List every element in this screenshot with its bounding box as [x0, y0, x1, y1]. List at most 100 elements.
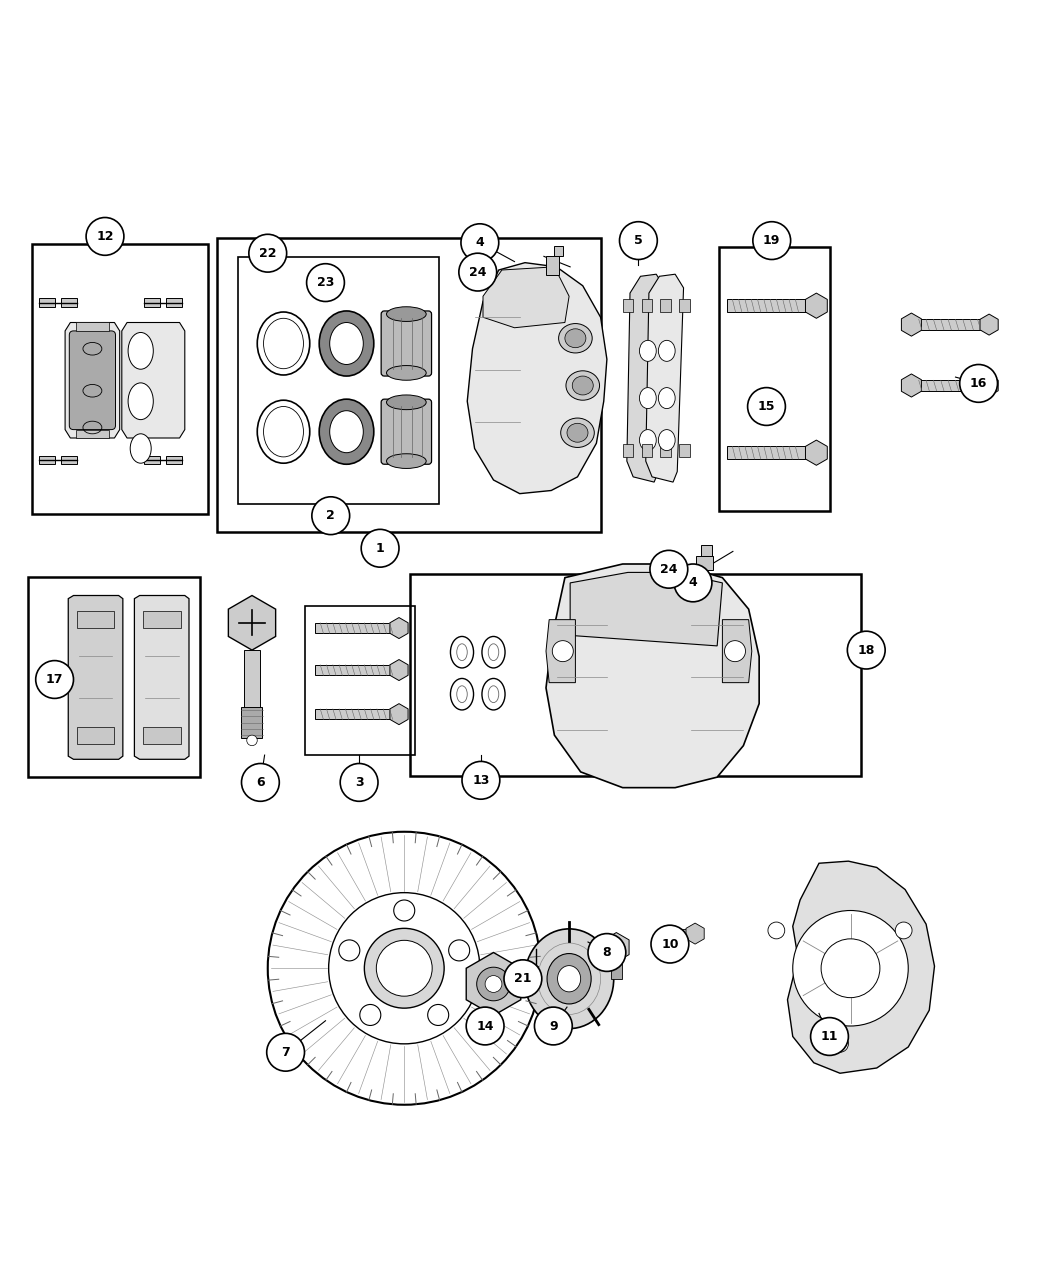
- Circle shape: [360, 1005, 381, 1025]
- Bar: [679, 444, 690, 456]
- Bar: [315, 709, 399, 719]
- Polygon shape: [788, 861, 934, 1074]
- Bar: [144, 456, 160, 464]
- Bar: [217, 238, 601, 533]
- Bar: [39, 456, 55, 464]
- Ellipse shape: [330, 411, 363, 453]
- Text: 4: 4: [476, 236, 484, 249]
- Bar: [143, 611, 181, 629]
- Ellipse shape: [639, 388, 656, 408]
- Polygon shape: [483, 266, 569, 328]
- Circle shape: [485, 975, 502, 992]
- Polygon shape: [122, 323, 185, 439]
- Bar: [623, 444, 633, 456]
- Bar: [554, 246, 563, 256]
- Text: 23: 23: [317, 277, 334, 289]
- Circle shape: [724, 640, 746, 662]
- Bar: [660, 300, 671, 312]
- Bar: [76, 430, 109, 439]
- Polygon shape: [65, 323, 120, 439]
- Bar: [664, 929, 691, 938]
- Circle shape: [620, 222, 657, 260]
- Circle shape: [267, 1033, 304, 1071]
- Text: 4: 4: [689, 576, 697, 589]
- Text: 11: 11: [821, 1030, 838, 1043]
- Ellipse shape: [639, 430, 656, 450]
- Circle shape: [427, 1005, 448, 1025]
- Ellipse shape: [547, 954, 591, 1003]
- Bar: [28, 576, 200, 778]
- Polygon shape: [467, 263, 607, 493]
- Polygon shape: [68, 595, 123, 760]
- Bar: [315, 664, 399, 676]
- Bar: [304, 606, 415, 755]
- Text: 24: 24: [469, 265, 486, 279]
- Ellipse shape: [386, 366, 426, 380]
- Circle shape: [462, 761, 500, 799]
- Circle shape: [247, 736, 257, 746]
- Text: 24: 24: [660, 562, 677, 576]
- Circle shape: [339, 940, 360, 961]
- Ellipse shape: [128, 333, 153, 370]
- Ellipse shape: [658, 388, 675, 408]
- Text: 15: 15: [758, 400, 775, 413]
- Circle shape: [588, 933, 626, 972]
- Ellipse shape: [128, 382, 153, 419]
- Bar: [39, 298, 55, 307]
- Ellipse shape: [130, 434, 151, 463]
- Circle shape: [753, 222, 791, 260]
- Text: 2: 2: [327, 509, 335, 523]
- Bar: [642, 444, 652, 456]
- Circle shape: [504, 960, 542, 997]
- Bar: [315, 622, 399, 634]
- Polygon shape: [546, 620, 575, 682]
- Text: 1: 1: [376, 542, 384, 555]
- Bar: [76, 323, 109, 332]
- Bar: [696, 556, 713, 570]
- Text: 18: 18: [858, 644, 875, 657]
- Bar: [727, 446, 806, 459]
- Circle shape: [821, 938, 880, 997]
- Text: 7: 7: [281, 1046, 290, 1058]
- Text: 14: 14: [477, 1020, 493, 1033]
- Circle shape: [768, 922, 784, 938]
- Polygon shape: [134, 595, 189, 760]
- Circle shape: [477, 968, 510, 1001]
- Bar: [166, 456, 182, 464]
- Bar: [701, 546, 712, 556]
- Circle shape: [459, 254, 497, 291]
- Circle shape: [307, 264, 344, 301]
- Polygon shape: [546, 564, 759, 788]
- Bar: [642, 300, 652, 312]
- Ellipse shape: [561, 418, 594, 448]
- FancyBboxPatch shape: [381, 399, 432, 464]
- Bar: [623, 300, 633, 312]
- Circle shape: [466, 1007, 504, 1046]
- Bar: [144, 298, 160, 307]
- Circle shape: [896, 922, 912, 938]
- Ellipse shape: [319, 399, 374, 464]
- Polygon shape: [570, 572, 722, 646]
- Bar: [166, 298, 182, 307]
- Bar: [77, 727, 114, 743]
- Ellipse shape: [558, 965, 581, 992]
- Circle shape: [448, 940, 469, 961]
- Bar: [61, 298, 77, 307]
- Bar: [719, 247, 830, 511]
- Ellipse shape: [639, 340, 656, 361]
- Ellipse shape: [386, 454, 426, 468]
- Text: 6: 6: [256, 776, 265, 789]
- Circle shape: [793, 910, 908, 1026]
- Bar: [410, 575, 861, 776]
- Circle shape: [394, 900, 415, 921]
- Circle shape: [376, 941, 433, 996]
- Circle shape: [340, 764, 378, 801]
- Bar: [914, 319, 987, 330]
- Text: 17: 17: [46, 673, 63, 686]
- Bar: [611, 961, 622, 979]
- Ellipse shape: [565, 329, 586, 348]
- Circle shape: [811, 1017, 848, 1056]
- Text: 5: 5: [634, 235, 643, 247]
- FancyBboxPatch shape: [69, 332, 116, 430]
- Bar: [679, 300, 690, 312]
